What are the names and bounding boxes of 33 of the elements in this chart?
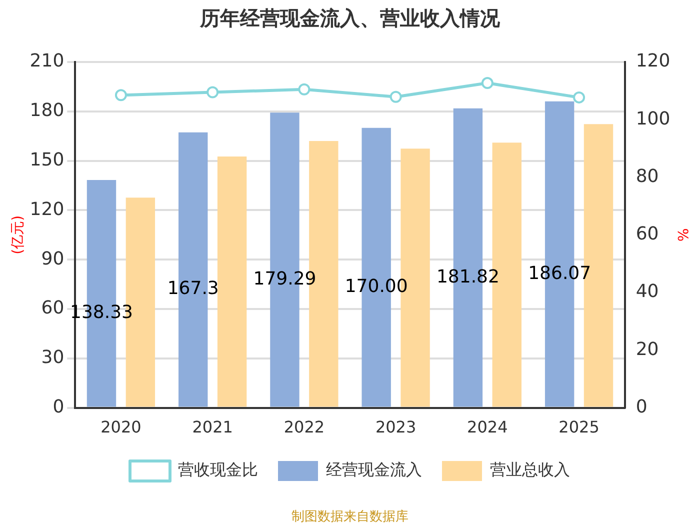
y-tick-label: 180	[30, 100, 64, 122]
x-tick-label: 2021	[192, 418, 233, 437]
y2-axis-title: %	[674, 228, 690, 242]
x-tick-label: 2022	[284, 418, 325, 437]
y2-tick-label: 20	[636, 338, 659, 360]
y-tick-label: 0	[52, 396, 64, 418]
chart-title: 历年经营现金流入、营业收入情况	[199, 6, 501, 30]
y2-tick-label: 0	[636, 396, 648, 418]
x-tick-label: 2025	[558, 418, 600, 437]
legend-label: 经营现金流入	[326, 460, 422, 480]
y2-tick-label: 100	[636, 108, 670, 130]
x-tick-label: 2024	[467, 418, 508, 437]
x-tick-label: 2023	[375, 418, 416, 437]
legend-label: 营收现金比	[178, 460, 258, 480]
y-tick-label: 30	[41, 347, 64, 368]
y-tick-label: 60	[41, 298, 64, 319]
y2-tick-label: 120	[636, 50, 670, 72]
x-tick-label: 2020	[100, 418, 142, 437]
data-label: 186.07	[528, 262, 592, 284]
y-tick-label: 150	[30, 149, 64, 170]
data-label: 179.29	[253, 268, 316, 290]
data-label: 181.82	[436, 266, 500, 288]
legend-label: 营业总收入	[490, 460, 570, 480]
data-label: 167.3	[167, 278, 219, 300]
y2-tick-label: 60	[636, 224, 659, 245]
y-axis-title: (亿元)	[10, 215, 26, 254]
y2-tick-label: 80	[636, 166, 659, 187]
y-tick-label: 120	[30, 198, 64, 220]
data-label: 170.00	[344, 276, 408, 298]
y-tick-label: 210	[30, 50, 64, 72]
text: 制图数据来自数据库	[292, 509, 408, 524]
y2-tick-label: 40	[636, 281, 659, 302]
y-tick-label: 90	[41, 248, 64, 270]
